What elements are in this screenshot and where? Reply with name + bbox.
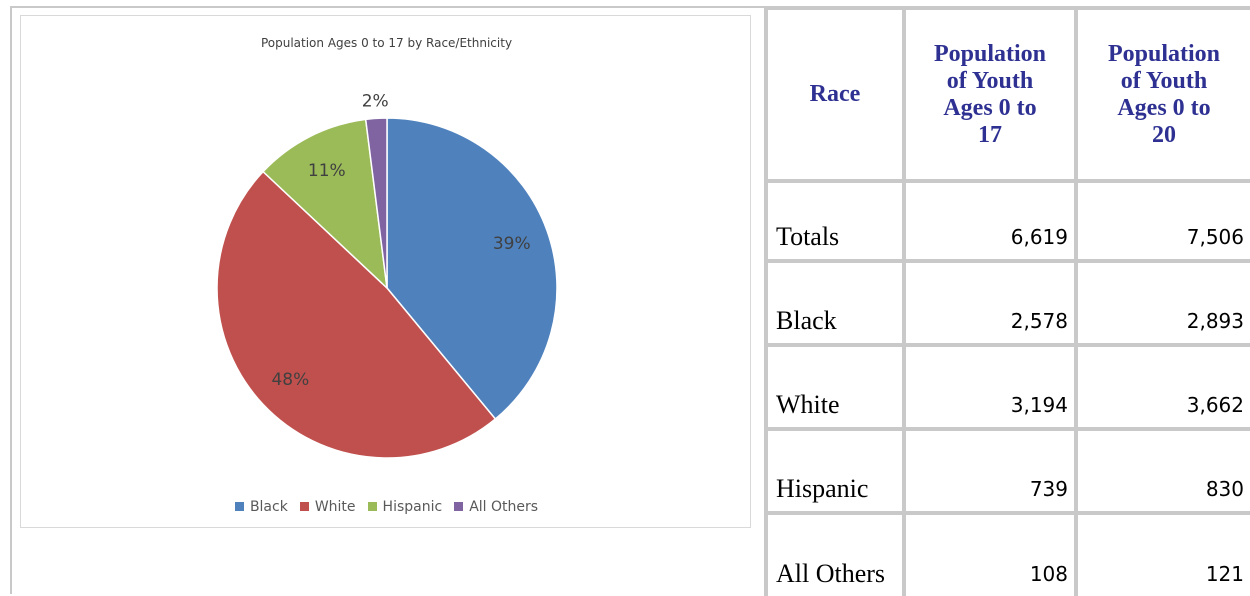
column-header-ages-0-20: Population of Youth Ages 0 to 20 <box>1074 6 1250 183</box>
column-header-ages-0-17-label: Population of Youth Ages 0 to 17 <box>933 40 1047 148</box>
legend-label: Hispanic <box>382 499 443 515</box>
row-ages-0-20: 830 <box>1074 427 1250 515</box>
row-ages-0-20: 7,506 <box>1074 179 1250 263</box>
chart-legend: Black White Hispanic All Others <box>21 499 752 515</box>
legend-swatch <box>367 502 377 511</box>
data-label-all-others: 2% <box>362 91 389 111</box>
data-label-white: 48% <box>271 370 309 390</box>
chart-title: Population Ages 0 to 17 by Race/Ethnicit… <box>260 36 513 50</box>
legend-item-all-others: All Others <box>454 499 538 515</box>
legend-swatch <box>454 502 464 511</box>
row-race: Totals <box>764 179 906 263</box>
row-ages-0-17: 2,578 <box>902 259 1078 347</box>
table-row: All Others 108 121 <box>764 511 1250 596</box>
page-frame <box>10 6 1250 594</box>
row-ages-0-17: 739 <box>902 427 1078 515</box>
pie-chart: 39% 48% 11% 2% <box>216 91 558 459</box>
column-header-ages-0-17: Population of Youth Ages 0 to 17 <box>902 6 1078 183</box>
legend-label: All Others <box>469 499 539 515</box>
table-row: Hispanic 739 830 <box>764 427 1250 515</box>
legend-swatch <box>299 502 309 511</box>
row-race: All Others <box>764 511 906 596</box>
row-ages-0-17: 108 <box>902 511 1078 596</box>
data-label-black: 39% <box>493 234 531 254</box>
row-ages-0-17: 3,194 <box>902 343 1078 431</box>
legend-label: White <box>314 499 356 515</box>
row-race: Black <box>764 259 906 347</box>
legend-item-white: White <box>299 499 356 515</box>
legend-swatch <box>234 502 244 511</box>
legend-item-black: Black <box>234 499 288 515</box>
row-ages-0-20: 2,893 <box>1074 259 1250 347</box>
pie-slice-hispanic <box>262 118 389 290</box>
table-row: Totals 6,619 7,506 <box>764 179 1250 263</box>
pie-slice-black <box>386 117 558 421</box>
legend-item-hispanic: Hispanic <box>367 499 443 515</box>
row-race: Hispanic <box>764 427 906 515</box>
row-race: White <box>764 343 906 431</box>
pie-slice-all-others <box>364 117 388 289</box>
pie-slice-white <box>216 170 497 459</box>
row-ages-0-20: 3,662 <box>1074 343 1250 431</box>
table-row: White 3,194 3,662 <box>764 343 1250 431</box>
row-ages-0-17: 6,619 <box>902 179 1078 263</box>
pie-chart-panel: Population Ages 0 to 17 by Race/Ethnicit… <box>20 15 751 528</box>
column-header-race: Race <box>764 6 906 183</box>
legend-label: Black <box>249 499 288 515</box>
column-header-ages-0-20-label: Population of Youth Ages 0 to 20 <box>1107 40 1221 148</box>
row-ages-0-20: 121 <box>1074 511 1250 596</box>
table-row: Black 2,578 2,893 <box>764 259 1250 347</box>
data-label-hispanic: 11% <box>308 161 346 181</box>
population-table: Race Population of Youth Ages 0 to 17 Po… <box>764 6 1250 596</box>
table-header-row: Race Population of Youth Ages 0 to 17 Po… <box>764 6 1250 183</box>
